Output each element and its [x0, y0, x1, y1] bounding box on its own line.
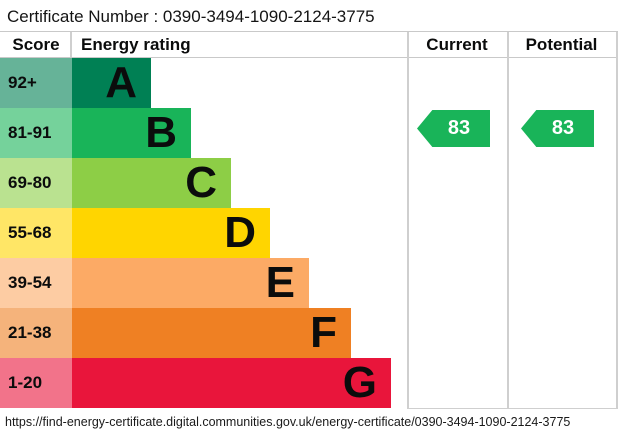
band-c-bar: C [72, 158, 231, 208]
certificate-number-line: Certificate Number : 0390-3494-1090-2124… [7, 6, 375, 27]
band-c-score-range: 69-80 [0, 158, 72, 208]
band-e-bar: E [72, 258, 309, 308]
band-g-bar: G [72, 358, 391, 408]
rating-bands-body: 92+ A 81-91 B 69-80 C 55-68 D 39-54 E 21… [0, 58, 618, 408]
band-g-letter: G [342, 358, 377, 407]
band-a-letter: A [105, 58, 137, 107]
potential-rating-arrow: 83 [521, 110, 594, 147]
band-row-g: 1-20 G [0, 358, 618, 408]
band-row-f: 21-38 F [0, 308, 618, 358]
certificate-number-label: Certificate Number [7, 7, 149, 26]
certificate-url: https://find-energy-certificate.digital.… [5, 415, 571, 429]
band-c-letter: C [185, 158, 217, 207]
energy-rating-table: Score Energy rating Current Potential 92… [0, 31, 618, 409]
band-b-letter: B [145, 108, 177, 157]
band-f-letter: F [310, 308, 337, 357]
band-e-letter: E [265, 258, 295, 307]
band-f-bar: F [72, 308, 351, 358]
band-b-bar: B [72, 108, 191, 158]
band-row-a: 92+ A [0, 58, 618, 108]
band-d-letter: D [224, 208, 256, 257]
band-f-score-range: 21-38 [0, 308, 72, 358]
score-column-divider [70, 32, 72, 57]
column-header-potential: Potential [525, 34, 598, 54]
band-a-bar: A [72, 58, 151, 108]
band-g-score-range: 1-20 [0, 358, 72, 408]
table-header-row: Score Energy rating Current Potential [0, 32, 618, 58]
current-column-divider [407, 32, 409, 409]
band-b-score-range: 81-91 [0, 108, 72, 158]
band-row-d: 55-68 D [0, 208, 618, 258]
band-row-b: 81-91 B [0, 108, 618, 158]
band-a-score-range: 92+ [0, 58, 72, 108]
potential-column-divider [507, 32, 509, 409]
band-row-e: 39-54 E [0, 258, 618, 308]
certificate-number-separator: : [148, 7, 163, 26]
column-header-score: Score [12, 34, 60, 54]
table-bottom-border [407, 408, 618, 409]
band-e-score-range: 39-54 [0, 258, 72, 308]
certificate-number-value: 0390-3494-1090-2124-3775 [162, 7, 375, 26]
band-row-c: 69-80 C [0, 158, 618, 208]
band-d-score-range: 55-68 [0, 208, 72, 258]
current-rating-arrow: 83 [417, 110, 490, 147]
band-d-bar: D [72, 208, 270, 258]
column-header-energy-rating: Energy rating [81, 34, 191, 54]
column-header-current: Current [426, 34, 488, 54]
table-right-border [616, 32, 618, 409]
